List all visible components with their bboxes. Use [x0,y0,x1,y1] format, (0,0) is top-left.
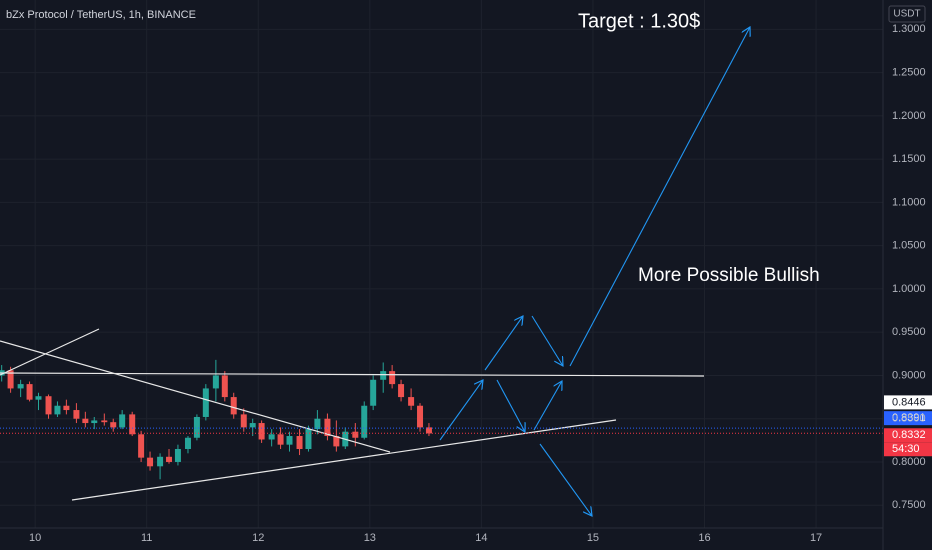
x-tick-label: 14 [475,532,487,544]
annotation: More Possible Bullish [638,265,820,286]
candle-body [389,371,396,385]
candle-body [296,436,303,449]
x-tick-label: 17 [810,532,822,544]
candle-body [147,457,154,467]
annotation: Target : 1.30$ [578,10,700,32]
y-tick-label: 1.0000 [892,283,926,295]
candle-body [352,431,359,438]
candle-body [63,405,70,411]
candle-body [101,420,108,423]
candle-body [221,375,228,398]
candle-body [425,427,432,434]
price-label: 0.8391 [892,412,926,424]
candle-body [174,448,181,462]
candle-body [45,396,52,415]
candle-body [286,436,293,445]
candle-body [193,416,200,438]
candle-body [119,414,126,428]
currency-box [888,5,926,23]
candle-body [17,384,24,389]
y-tick-label: 0.8000 [892,456,926,468]
arrow [496,379,525,432]
currency: USDT [893,9,920,20]
arrow [439,380,483,441]
trend-line [0,328,100,376]
x-tick-label: 12 [252,532,264,544]
candle-body [258,423,265,440]
candle-body [240,414,247,428]
x-tick-label: 16 [698,532,710,544]
candle-body [202,388,209,417]
price-label-box [884,428,932,443]
x-tick-label: 10 [29,532,41,544]
x-tick-label: 13 [364,532,376,544]
candle-body [82,418,89,424]
candle-body [166,456,173,462]
price-label: 0.8332 [892,429,926,441]
resistance-line [0,372,705,377]
candle-body [305,429,312,449]
x-tick-label: 15 [587,532,599,544]
candle-body [408,397,415,406]
arrow [484,316,523,371]
candle-body [91,420,98,424]
candle-body [184,437,191,449]
arrow [533,381,562,431]
overlay: 0.8446 0.8391 0.8332 54:30 [0,395,932,457]
price-label-box [884,411,932,426]
candle-body [129,414,136,435]
candle-body [110,422,117,428]
grid [0,0,883,528]
countdown: 54:30 [892,443,920,455]
candle-body [73,410,80,419]
y-tick-label: 1.2000 [892,110,926,122]
candle-body [324,418,331,437]
y-tick-label: 1.3000 [892,23,926,35]
candle-body [277,434,284,445]
y-tick-label: 0.9500 [892,326,926,338]
x-tick-label: 11 [141,532,152,544]
y-tick-label: 0.7500 [892,499,926,511]
candle-body [35,396,42,400]
candle-body [54,405,61,415]
candle-body [26,384,33,400]
candle-body [398,384,405,398]
candle-body [157,456,164,467]
arrow [569,27,750,367]
y-tick-label: 1.2500 [892,67,926,79]
candle-body [380,371,387,380]
countdown-box [884,442,932,457]
candle-body [212,375,219,389]
candle-body [361,405,368,438]
y-tick-label: 1.1000 [892,196,926,208]
y-tick-label: 1.1500 [892,153,926,165]
candle-body [268,434,275,440]
arrow [539,443,592,516]
candle-body [138,434,145,458]
candle-body [370,379,377,406]
arrow [531,315,563,366]
y-tick-label: 0.9000 [892,369,926,381]
chart-title: bZx Protocol / TetherUS, 1h, BINANCE [6,9,196,21]
price-label: 0.8446 [892,396,926,408]
candle-body [249,423,256,428]
y-tick-label: 1.0500 [892,240,926,252]
price-label-box [884,395,932,410]
candle-body [417,405,424,428]
y-tick-label: 0.8500 [892,413,926,425]
candle-body [314,418,321,430]
candle-body [7,370,14,389]
candle-body [230,397,237,415]
candle-body [333,436,340,447]
